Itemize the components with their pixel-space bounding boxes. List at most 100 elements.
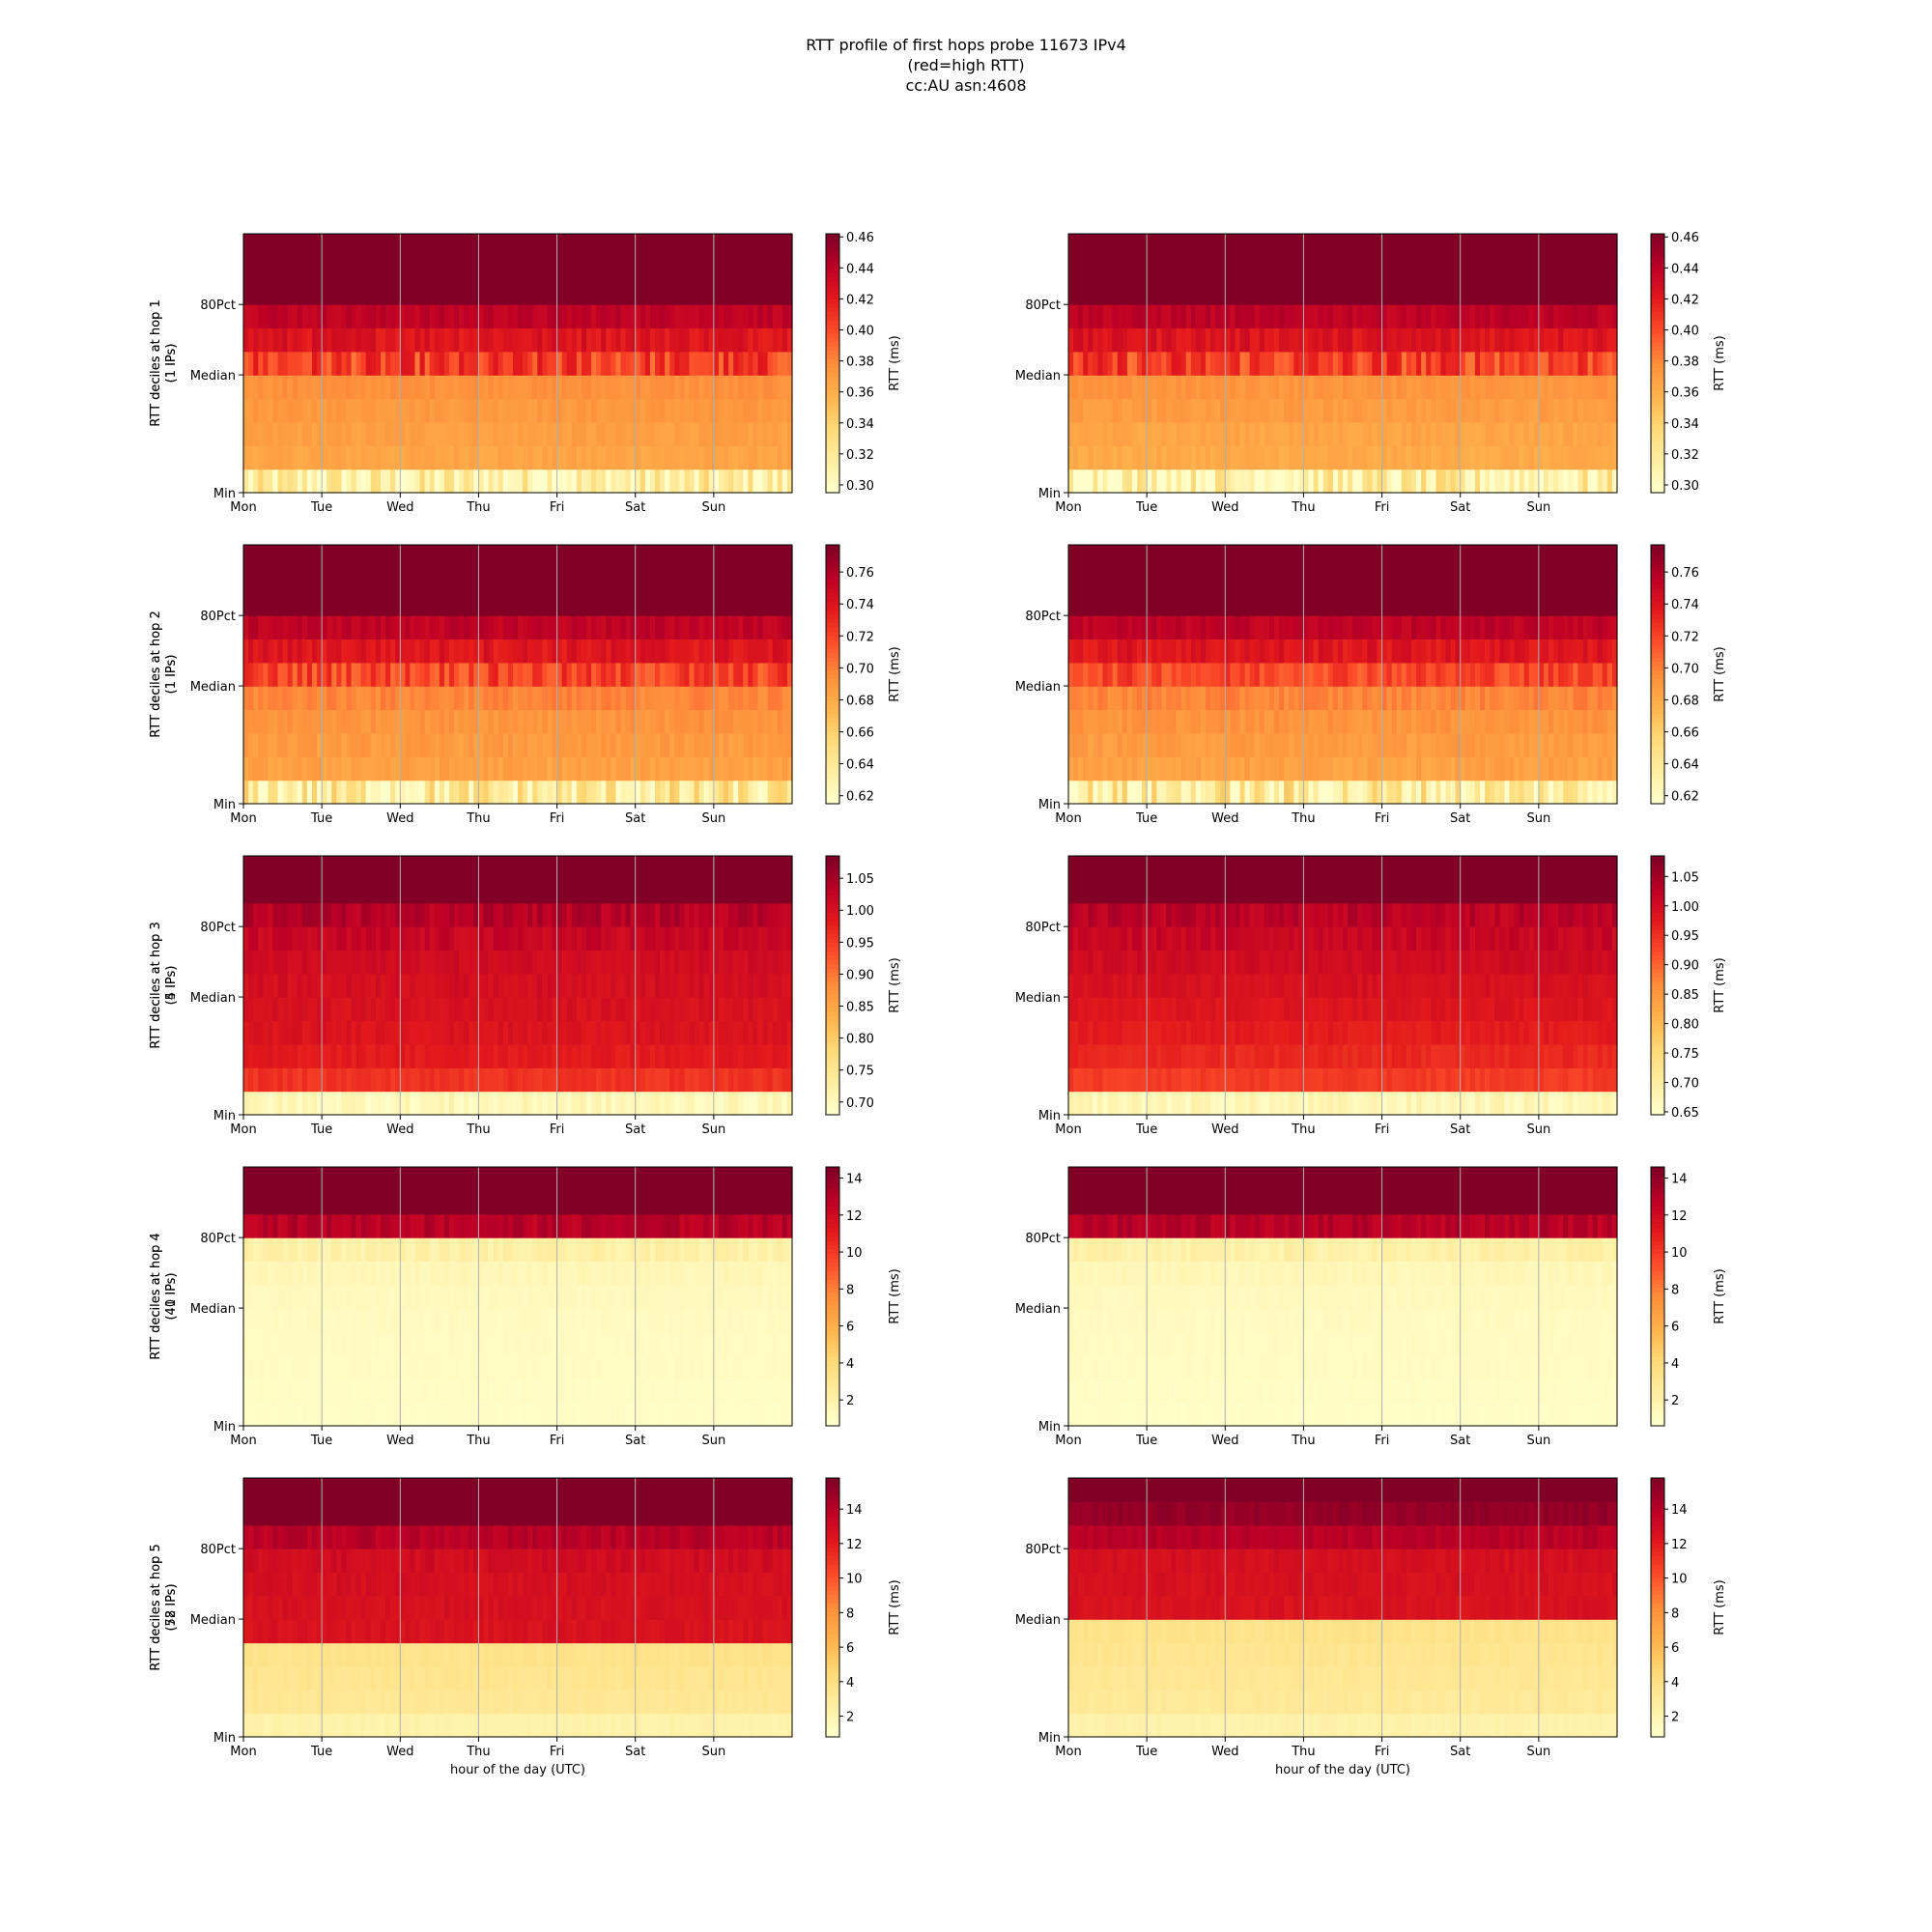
heatmap-cell — [493, 351, 499, 376]
heatmap-cell — [1573, 234, 1579, 258]
heatmap-cell — [1538, 234, 1545, 258]
heatmap-cell — [405, 662, 412, 687]
heatmap-cell — [1519, 469, 1525, 494]
heatmap-cell — [639, 234, 646, 258]
heatmap-cell — [724, 327, 729, 353]
heatmap-cell — [1147, 304, 1152, 329]
heatmap-cell — [1337, 686, 1344, 711]
heatmap-cell — [1606, 469, 1613, 494]
heatmap-cell — [381, 304, 386, 329]
heatmap-cell — [1587, 351, 1594, 376]
heatmap-cell — [1485, 398, 1491, 423]
heatmap-cell — [542, 398, 549, 423]
heatmap-cell — [733, 639, 739, 664]
heatmap-cell — [248, 615, 254, 640]
heatmap-cell — [1597, 709, 1604, 734]
heatmap-cell — [596, 469, 602, 494]
heatmap-cell — [1474, 234, 1481, 258]
heatmap-cell — [1426, 304, 1432, 329]
heatmap-cell — [1176, 469, 1182, 494]
heatmap-cell — [753, 756, 759, 781]
heatmap-cell — [360, 304, 367, 329]
heatmap-cell — [497, 780, 504, 805]
heatmap-cell — [1352, 780, 1358, 805]
heatmap-cell — [469, 686, 474, 711]
heatmap-cell — [1577, 398, 1584, 423]
heatmap-cell — [537, 257, 543, 282]
heatmap-cell — [586, 375, 592, 400]
heatmap-cell — [689, 545, 696, 569]
colorbar-swatch — [1651, 250, 1664, 256]
heatmap-cell — [268, 469, 274, 494]
heatmap-cell — [488, 351, 495, 376]
heatmap-cell — [620, 234, 627, 258]
heatmap-cell — [1548, 469, 1554, 494]
heatmap-cell — [1582, 639, 1589, 664]
heatmap-cell — [1490, 639, 1495, 664]
x-tick-label: Sat — [1450, 500, 1470, 515]
heatmap-cell — [424, 327, 431, 353]
heatmap-cell — [1097, 327, 1104, 353]
heatmap-cell — [1469, 280, 1476, 305]
heatmap-cell — [644, 756, 651, 781]
heatmap-cell — [561, 615, 568, 640]
heatmap-cell — [694, 615, 700, 640]
heatmap-cell — [684, 421, 691, 446]
heatmap-cell — [1474, 686, 1481, 711]
x-tick-label: Sun — [701, 811, 725, 826]
heatmap-cell — [512, 445, 519, 470]
heatmap-cell — [679, 234, 686, 258]
heatmap-cell — [1445, 304, 1452, 329]
heatmap-cell — [306, 304, 313, 329]
heatmap-cell — [1348, 375, 1353, 400]
heatmap-cell — [1137, 398, 1143, 423]
heatmap-cell — [552, 568, 558, 593]
heatmap-cell — [1161, 351, 1168, 376]
heatmap-cell — [1107, 280, 1114, 305]
heatmap-cell — [1386, 662, 1393, 687]
heatmap-cell — [351, 351, 357, 376]
x-tick-label: Fri — [550, 500, 565, 515]
heatmap-cell — [395, 398, 401, 423]
heatmap-cell — [478, 351, 485, 376]
heatmap-cell — [473, 686, 480, 711]
heatmap-cell — [424, 568, 431, 593]
colorbar-swatch — [826, 367, 839, 373]
heatmap-cell — [346, 591, 353, 616]
heatmap-cell — [1543, 398, 1549, 423]
heatmap-cell — [561, 780, 568, 805]
heatmap-cell — [1078, 780, 1084, 805]
colorbar-swatch — [826, 610, 839, 615]
heatmap-cell — [606, 469, 611, 494]
heatmap-cell — [1421, 351, 1427, 376]
heatmap-cell — [561, 375, 568, 400]
heatmap-cell — [1474, 280, 1481, 305]
heatmap-cell — [1460, 421, 1466, 446]
colorbar-swatch — [826, 358, 839, 364]
heatmap-cell — [1396, 375, 1403, 400]
heatmap-cell — [611, 732, 617, 757]
heatmap-cell — [1195, 375, 1202, 400]
heatmap-cell — [1303, 351, 1310, 376]
heatmap-cell — [630, 469, 637, 494]
heatmap-cell — [1381, 398, 1388, 423]
heatmap-cell — [1244, 639, 1251, 664]
heatmap-cell — [1156, 445, 1162, 470]
heatmap-cell — [331, 375, 337, 400]
heatmap-cell — [1093, 756, 1099, 781]
heatmap-cell — [439, 662, 445, 687]
heatmap-cell — [1112, 686, 1119, 711]
heatmap-cell — [1200, 257, 1207, 282]
heatmap-cell — [684, 591, 691, 616]
heatmap-cell — [512, 234, 519, 258]
heatmap-cell — [488, 445, 495, 470]
heatmap-cell — [1230, 615, 1236, 640]
heatmap-cell — [1088, 304, 1094, 329]
heatmap-cell — [1538, 280, 1545, 305]
heatmap-cell — [1538, 257, 1545, 282]
heatmap-cell — [443, 568, 450, 593]
heatmap-cell — [1097, 469, 1104, 494]
heatmap-cell — [488, 280, 495, 305]
heatmap-cell — [586, 709, 592, 734]
heatmap-cell — [1176, 280, 1182, 305]
